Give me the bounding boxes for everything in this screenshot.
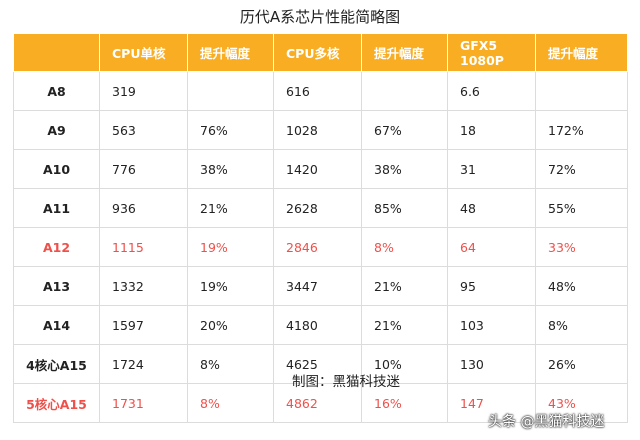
table-cell: 172% xyxy=(535,110,628,150)
chip-name-cell: A14 xyxy=(13,305,100,345)
table-cell: 6.6 xyxy=(447,71,536,111)
header-cell-gfx: GFX5 1080P xyxy=(447,33,536,72)
table-row: A11 936 21% 2628 85% 48 55% xyxy=(13,188,628,228)
table-cell: 33% xyxy=(535,227,628,267)
table-cell: 21% xyxy=(187,188,274,228)
source-brand-label: 头条 @黑猫科技迷 xyxy=(488,414,605,430)
chip-name-cell: A9 xyxy=(13,110,100,150)
chip-name-cell: 4核心A15 xyxy=(13,344,100,384)
table-row: A9 563 76% 1028 67% 18 172% xyxy=(13,110,628,150)
table-row: 4核心A15 1724 8% 4625 10% 130 26% xyxy=(13,344,628,384)
table-cell: 85% xyxy=(361,188,448,228)
header-cell-cpu-multi: CPU多核 xyxy=(273,33,362,72)
header-cell-cpu-single: CPU单核 xyxy=(99,33,188,72)
table-cell: 21% xyxy=(361,305,448,345)
table-cell: 64 xyxy=(447,227,536,267)
table-cell: 18 xyxy=(447,110,536,150)
table-cell: 55% xyxy=(535,188,628,228)
table-cell: 8% xyxy=(535,305,628,345)
table-cell: 776 xyxy=(99,149,188,189)
table-cell: 16% xyxy=(361,383,448,423)
table-cell: 43% xyxy=(535,383,628,423)
table-cell: 4862 xyxy=(273,383,362,423)
table-row: A8 319 616 6.6 xyxy=(13,71,628,111)
table-row: A14 1597 20% 4180 21% 103 8% xyxy=(13,305,628,345)
table-cell: 1731 xyxy=(99,383,188,423)
table-cell: 31 xyxy=(447,149,536,189)
table-cell: 48 xyxy=(447,188,536,228)
table-cell: 130 xyxy=(447,344,536,384)
table-cell: 8% xyxy=(361,227,448,267)
table-row-highlighted: 5核心A15 1731 8% 4862 16% 147 43% xyxy=(13,383,628,423)
table-cell: 72% xyxy=(535,149,628,189)
chip-name-cell: A13 xyxy=(13,266,100,306)
table-cell: 4625 xyxy=(273,344,362,384)
table-cell: 38% xyxy=(187,149,274,189)
header-cell-cpu-single-gain: 提升幅度 xyxy=(187,33,274,72)
table-cell xyxy=(535,71,628,111)
chip-name-cell: A10 xyxy=(13,149,100,189)
table-cell xyxy=(187,71,274,111)
table-cell: 67% xyxy=(361,110,448,150)
chip-performance-table: CPU单核 提升幅度 CPU多核 提升幅度 GFX5 1080P 提升幅度 A8… xyxy=(13,33,628,423)
table-cell: 936 xyxy=(99,188,188,228)
table-cell: 8% xyxy=(187,383,274,423)
table-cell: 319 xyxy=(99,71,188,111)
table-cell: 1597 xyxy=(99,305,188,345)
table-cell: 2628 xyxy=(273,188,362,228)
table-cell: 38% xyxy=(361,149,448,189)
table-cell: 21% xyxy=(361,266,448,306)
chip-name-cell: A8 xyxy=(13,71,100,111)
table-cell: 616 xyxy=(273,71,362,111)
table-cell xyxy=(361,71,448,111)
table-cell: 1332 xyxy=(99,266,188,306)
table-cell: 8% xyxy=(187,344,274,384)
page-title: 历代A系芯片性能简略图 xyxy=(239,8,401,26)
header-cell-corner xyxy=(13,33,100,72)
table-row: A13 1332 19% 3447 21% 95 48% xyxy=(13,266,628,306)
table-row-highlighted: A12 1115 19% 2846 8% 64 33% xyxy=(13,227,628,267)
header-cell-cpu-multi-gain: 提升幅度 xyxy=(361,33,448,72)
table-cell: 1724 xyxy=(99,344,188,384)
table-cell: 2846 xyxy=(273,227,362,267)
table-row: A10 776 38% 1420 38% 31 72% xyxy=(13,149,628,189)
table-cell: 19% xyxy=(187,266,274,306)
table-cell: 3447 xyxy=(273,266,362,306)
chip-name-cell: 5核心A15 xyxy=(13,383,100,423)
table-cell: 26% xyxy=(535,344,628,384)
author-watermark: 制图：黑猫科技迷 xyxy=(292,374,400,390)
table-cell: 95 xyxy=(447,266,536,306)
table-cell: 1028 xyxy=(273,110,362,150)
table-cell: 563 xyxy=(99,110,188,150)
table-cell: 103 xyxy=(447,305,536,345)
table-cell: 1115 xyxy=(99,227,188,267)
header-cell-gfx-gain: 提升幅度 xyxy=(535,33,628,72)
table-cell: 20% xyxy=(187,305,274,345)
table-cell: 1420 xyxy=(273,149,362,189)
chip-name-cell: A11 xyxy=(13,188,100,228)
table-cell: 48% xyxy=(535,266,628,306)
table-header-row: CPU单核 提升幅度 CPU多核 提升幅度 GFX5 1080P 提升幅度 xyxy=(13,33,628,72)
chip-name-cell: A12 xyxy=(13,227,100,267)
table-cell: 76% xyxy=(187,110,274,150)
table-cell: 19% xyxy=(187,227,274,267)
table-cell: 4180 xyxy=(273,305,362,345)
